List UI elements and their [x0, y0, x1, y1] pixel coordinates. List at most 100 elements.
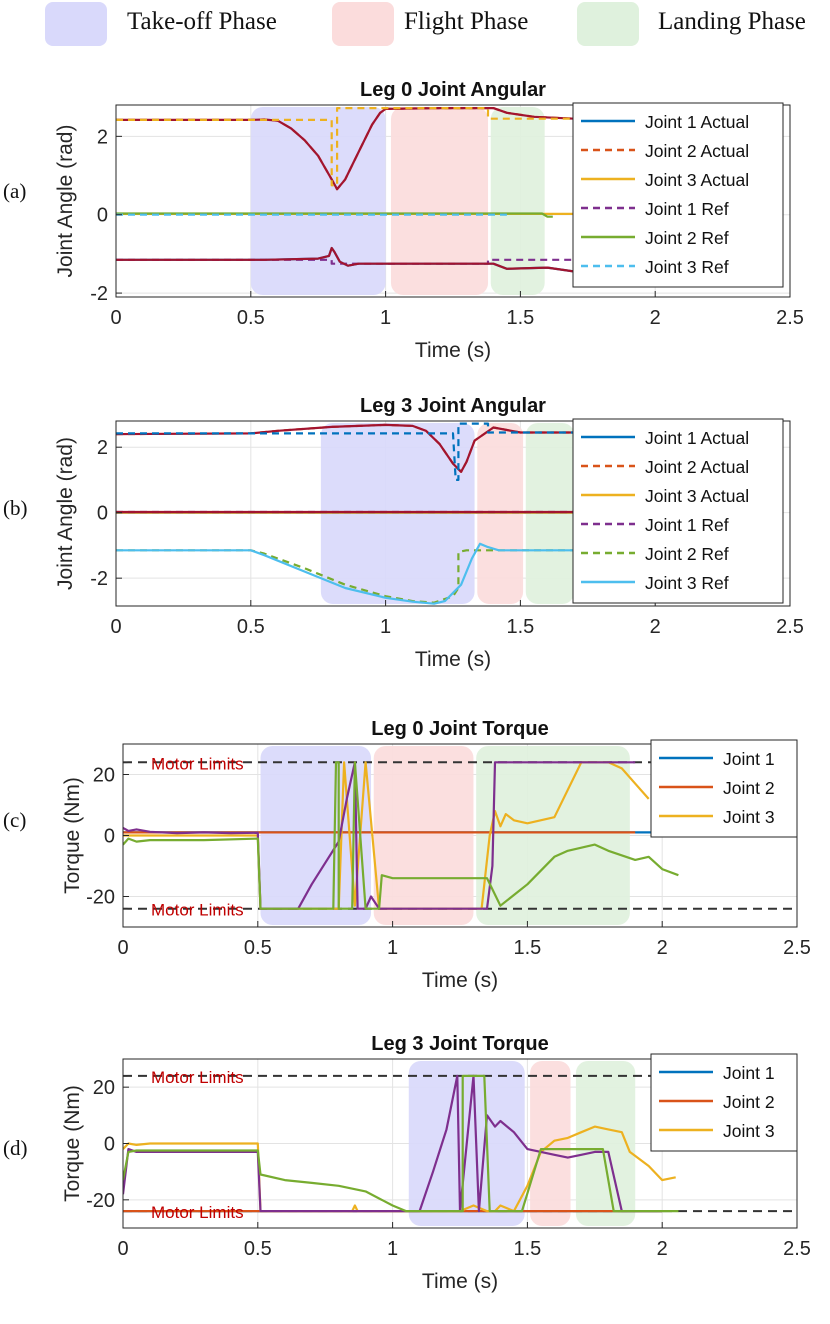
series-line	[123, 1125, 676, 1213]
x-axis-label: Time (s)	[422, 969, 498, 992]
y-tick-label: -20	[86, 887, 115, 909]
series-line	[116, 542, 656, 605]
x-tick-label: 0	[117, 1238, 128, 1260]
legend-label: Joint 3 Ref	[645, 573, 729, 593]
phase-region	[373, 746, 474, 925]
y-tick-label: 2	[97, 126, 108, 148]
x-axis-label: Time (s)	[415, 339, 491, 362]
legend-label: Joint 1 Actual	[645, 112, 749, 132]
legend-label: Joint 2	[723, 1092, 775, 1112]
legend-label: Joint 3	[723, 1121, 775, 1141]
legend-box	[572, 102, 784, 288]
flight-phase-label: Flight Phase	[404, 8, 529, 35]
y-tick-label: 0	[104, 1134, 115, 1156]
motor-limit-label: Motor Limits	[151, 754, 244, 773]
x-tick-label: 2.5	[776, 307, 804, 329]
x-tick-label: 2	[650, 307, 661, 329]
legend-label: Joint 2	[723, 778, 775, 798]
x-axis-label: Time (s)	[415, 648, 491, 671]
chart-legend: Joint 1 Actual Joint 2 Actual Joint 3 Actu…	[572, 418, 784, 604]
x-tick-label: 2	[657, 937, 668, 959]
x-tick-label: 1	[380, 307, 391, 329]
legend-label: Joint 2 Ref	[645, 228, 729, 248]
x-tick-label: 2	[650, 616, 661, 638]
x-tick-label: 1	[387, 1238, 398, 1260]
chart-title: Leg 0 Joint Angular	[360, 79, 546, 101]
x-tick-label: 1.5	[506, 307, 534, 329]
panel-tag-b: (b)	[3, 496, 28, 520]
y-axis-label: Joint Angle (rad)	[54, 125, 77, 278]
x-tick-label: 0	[117, 937, 128, 959]
panel-tag-d: (d)	[3, 1136, 28, 1160]
takeoff-phase-swatch	[45, 2, 107, 46]
legend-label: Joint 3 Ref	[645, 257, 729, 277]
chart-title: Leg 0 Joint Torque	[371, 718, 548, 740]
legend-label: Joint 3 Actual	[645, 170, 749, 190]
y-tick-label: -2	[90, 568, 108, 590]
y-axis-label: Torque (Nm)	[61, 1085, 84, 1202]
y-tick-label: -2	[90, 283, 108, 305]
chart-title: Leg 3 Joint Torque	[371, 1033, 548, 1055]
series-line	[116, 422, 656, 482]
motor-limit-label: Motor Limits	[151, 1068, 244, 1087]
x-tick-label: 0.5	[237, 616, 265, 638]
chart-legend: Joint 1 Actual Joint 2 Actual Joint 3 Actu…	[572, 102, 784, 288]
y-tick-label: 0	[97, 205, 108, 227]
legend-box	[650, 739, 798, 838]
x-axis-label: Time (s)	[422, 1270, 498, 1293]
series-line	[123, 761, 650, 910]
legend-label: Joint 1 Actual	[645, 428, 749, 448]
leg3-joint-angular-chart: 0 0.5 1 1.5 2 2.5 -2 0 2 Leg 3 Joint Angular Time …	[54, 395, 804, 671]
y-tick-label: 0	[104, 826, 115, 848]
x-tick-label: 1.5	[506, 616, 534, 638]
x-tick-label: 1.5	[513, 1238, 541, 1260]
phase-region	[490, 107, 545, 295]
phase-region	[575, 1061, 636, 1226]
legend-label: Joint 1 Ref	[645, 515, 729, 535]
series-line	[123, 1074, 679, 1213]
series-line	[116, 106, 656, 187]
panel-tag-c: (c)	[3, 808, 27, 832]
legend-label: Joint 1 Ref	[645, 199, 729, 219]
leg3-joint-torque-chart: Motor Limits Motor Limits 0 0.5 1 1.5 2 2.5 -20 0…	[61, 1033, 811, 1293]
x-tick-label: 0	[110, 307, 121, 329]
phase-region	[390, 107, 489, 295]
chart-title: Leg 3 Joint Angular	[360, 395, 546, 417]
legend-box	[572, 418, 784, 604]
phase-region	[476, 746, 630, 925]
y-tick-label: -20	[86, 1190, 115, 1212]
x-tick-label: 2.5	[776, 616, 804, 638]
series-line	[123, 761, 679, 910]
series-line	[123, 1074, 663, 1213]
legend-label: Joint 3 Actual	[645, 486, 749, 506]
legend-label: Joint 2 Actual	[645, 141, 749, 161]
legend-label: Joint 1	[723, 749, 775, 769]
x-tick-label: 0.5	[244, 1238, 272, 1260]
x-tick-label: 2.5	[783, 937, 811, 959]
series-line	[116, 212, 553, 218]
phase-region	[250, 107, 386, 295]
x-tick-label: 1.5	[513, 937, 541, 959]
flight-phase-swatch	[332, 2, 394, 46]
takeoff-phase-label: Take-off Phase	[127, 8, 277, 35]
leg0-joint-torque-chart: Motor Limits Motor Limits 0 0.5 1 1.5 2 2.5 -20 0…	[61, 718, 811, 992]
series-line	[116, 106, 656, 191]
y-axis-label: Joint Angle (rad)	[54, 437, 77, 590]
panel-tag-a: (a)	[3, 179, 27, 203]
legend-box	[650, 1053, 798, 1152]
x-tick-label: 0.5	[244, 937, 272, 959]
legend-label: Joint 1	[723, 1063, 775, 1083]
legend-label: Joint 2 Ref	[645, 544, 729, 564]
landing-phase-label: Landing Phase	[658, 8, 806, 35]
x-tick-label: 1	[380, 616, 391, 638]
series-line	[116, 246, 583, 277]
x-tick-label: 0.5	[237, 307, 265, 329]
x-tick-label: 2.5	[783, 1238, 811, 1260]
motor-limit-label: Motor Limits	[151, 1203, 244, 1222]
axes-box	[115, 104, 791, 298]
legend-label: Joint 3	[723, 807, 775, 827]
x-tick-label: 1	[387, 937, 398, 959]
chart-legend: Joint 1 Joint 2 Joint 3	[650, 1053, 798, 1152]
motor-limit-label: Motor Limits	[151, 901, 244, 920]
